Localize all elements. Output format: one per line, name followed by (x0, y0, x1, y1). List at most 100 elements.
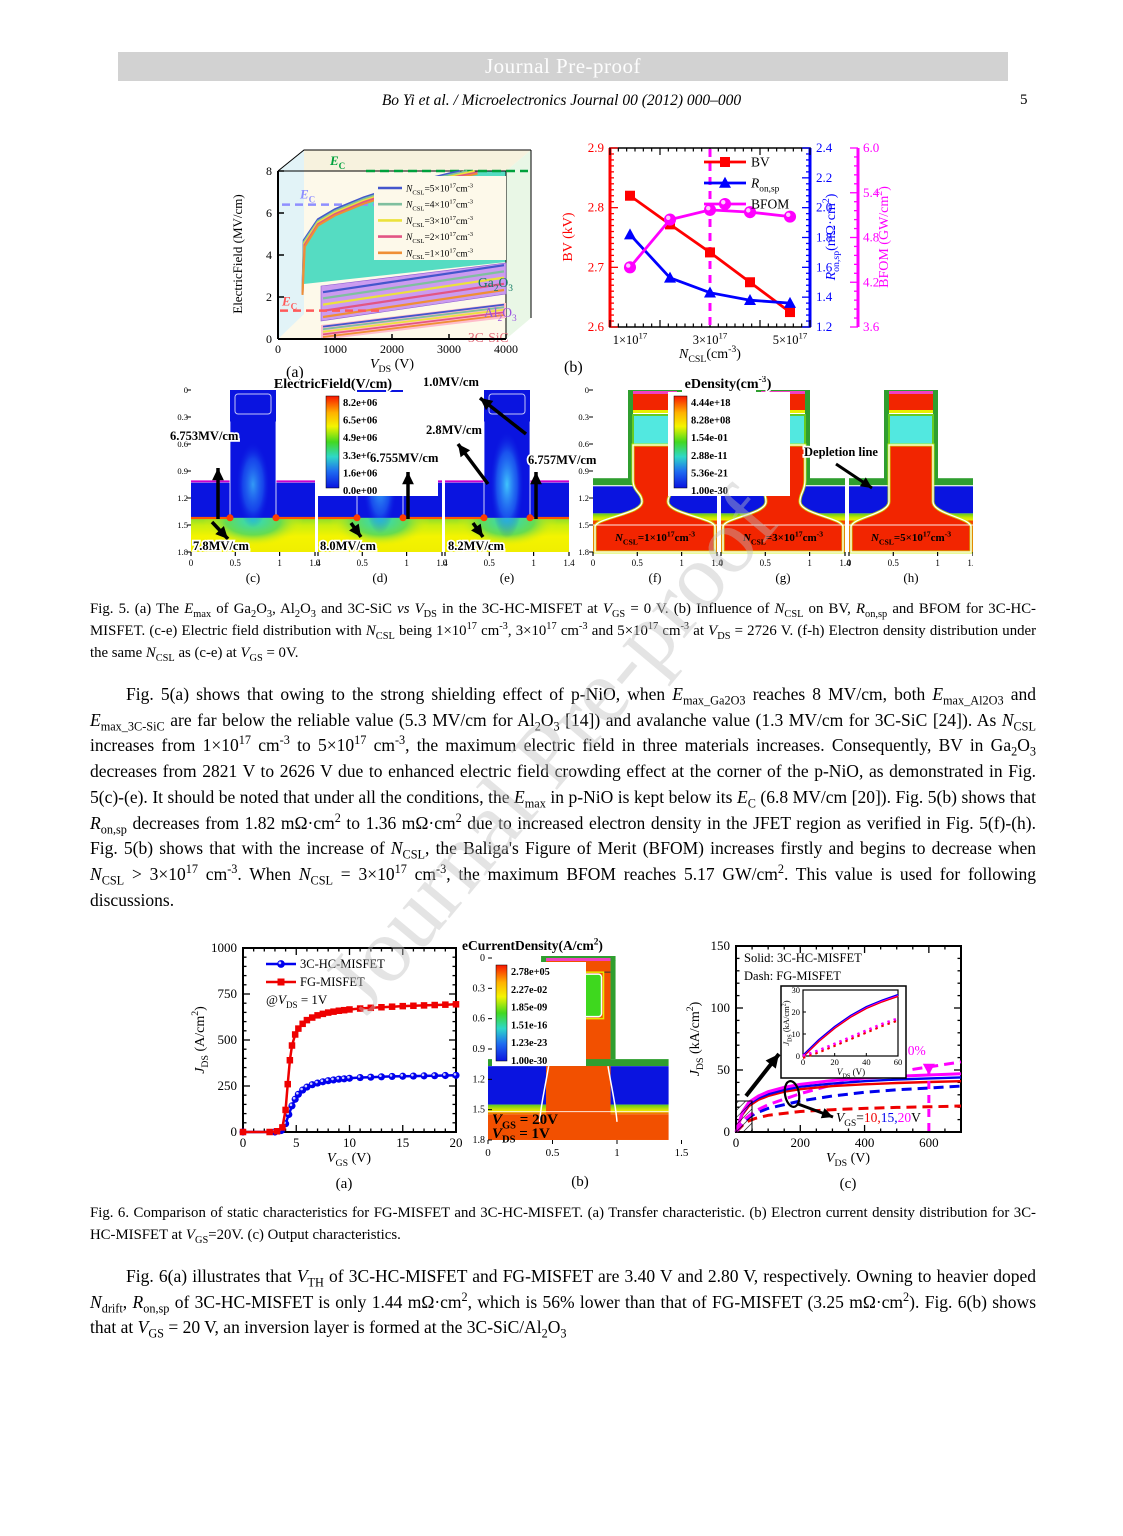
svg-text:1.5: 1.5 (177, 520, 188, 530)
svg-text:(h): (h) (903, 570, 918, 585)
svg-text:1.8: 1.8 (816, 230, 832, 245)
svg-text:2.4: 2.4 (816, 140, 833, 155)
fig5b-bv-ronsp-bfom-chart: 2.6 2.7 2.8 2.9 1.2 1.4 1.6 1.8 2.0 2.2 2.4 1×1017 3… (561, 140, 892, 376)
svg-text:2000: 2000 (380, 342, 404, 356)
svg-text:BV: BV (751, 155, 770, 170)
svg-text:5.36e-21: 5.36e-21 (691, 468, 728, 479)
svg-text:VGS = 20V: VGS = 20V (492, 1112, 558, 1132)
svg-text:JDS (A/cm2): JDS (A/cm2) (190, 1006, 211, 1074)
svg-text:0: 0 (847, 558, 852, 568)
svg-text:0.5: 0.5 (888, 558, 900, 568)
svg-text:6.0: 6.0 (863, 140, 879, 155)
svg-text:20: 20 (792, 1007, 801, 1017)
svg-text:VGS=10,15,20V: VGS=10,15,20V (836, 1110, 921, 1129)
svg-text:0: 0 (231, 1124, 238, 1139)
svg-text:(f): (f) (649, 570, 662, 585)
svg-text:1: 1 (807, 558, 812, 568)
svg-text:8.0MV/cm: 8.0MV/cm (320, 539, 376, 553)
fig5-caption: Fig. 5. (a) The Emax of Ga2O3, Al2O3 and… (90, 601, 1036, 665)
svg-text:VDS (V): VDS (V) (370, 357, 414, 375)
svg-text:(c): (c) (246, 570, 260, 585)
svg-text:NCSL=1×1017cm-3: NCSL=1×1017cm-3 (405, 247, 474, 261)
svg-text:1: 1 (679, 558, 684, 568)
fig5a-emax-vs-vds-chart: EC EC EC NCSL=5×1017cm-3 NCSL=4×1017cm-3 NCSL… (230, 149, 532, 381)
svg-text:2.0: 2.0 (816, 200, 832, 215)
svg-text:150: 150 (711, 938, 731, 953)
svg-text:4.9e+06: 4.9e+06 (343, 433, 377, 444)
svg-text:0.5: 0.5 (484, 558, 496, 568)
svg-text:EC: EC (329, 153, 345, 171)
svg-text:1.4: 1.4 (309, 558, 321, 568)
svg-text:0: 0 (275, 342, 281, 356)
svg-text:NCSL=3×1017cm-3: NCSL=3×1017cm-3 (405, 215, 474, 229)
svg-text:4.8: 4.8 (863, 230, 879, 245)
svg-text:@VDS = 1V: @VDS = 1V (266, 992, 328, 1010)
svg-text:3C-SiC: 3C-SiC (468, 330, 509, 345)
svg-text:0.5: 0.5 (357, 558, 369, 568)
svg-text:Depletion line: Depletion line (804, 445, 878, 459)
svg-text:6.5e+06: 6.5e+06 (343, 416, 377, 427)
svg-text:0: 0 (480, 953, 485, 964)
svg-text:2.27e-02: 2.27e-02 (511, 985, 547, 996)
svg-text:0: 0 (719, 558, 724, 568)
svg-text:ElectricField(V/cm): ElectricField(V/cm) (274, 377, 393, 392)
svg-text:0.5: 0.5 (632, 558, 644, 568)
svg-text:0: 0 (184, 385, 188, 395)
fig6b-current-density-panel: 2.78e+05 2.27e-02 1.85e-09 1.51e-16 1.23e-23… (462, 937, 689, 1190)
svg-text:0: 0 (189, 558, 194, 568)
svg-text:1: 1 (277, 558, 282, 568)
svg-text:EC: EC (281, 294, 297, 312)
svg-text:Ga2O3: Ga2O3 (478, 275, 513, 294)
svg-text:6: 6 (266, 206, 272, 220)
svg-text:0.6: 0.6 (473, 1014, 486, 1025)
svg-text:(b): (b) (564, 359, 583, 376)
svg-text:(a): (a) (336, 1176, 353, 1192)
svg-text:0: 0 (240, 1135, 247, 1150)
svg-text:1: 1 (935, 558, 940, 568)
svg-text:ElectricField (MV/cm): ElectricField (MV/cm) (230, 194, 245, 314)
svg-text:NCSL=2×1017cm-3: NCSL=2×1017cm-3 (405, 231, 474, 245)
svg-text:Al2O3: Al2O3 (484, 305, 517, 324)
svg-text:8.2MV/cm: 8.2MV/cm (448, 539, 504, 553)
svg-text:0: 0 (591, 558, 596, 568)
svg-text:1.2: 1.2 (578, 493, 589, 503)
svg-text:BFOM: BFOM (751, 197, 789, 212)
svg-text:JDS (kA/cm2): JDS (kA/cm2) (781, 1000, 794, 1045)
journal-preproof-banner: Journal Pre-proof (118, 52, 1008, 81)
svg-text:VDS (V): VDS (V) (826, 1151, 870, 1169)
svg-text:0: 0 (801, 1057, 805, 1067)
svg-text:5.4: 5.4 (863, 185, 880, 200)
fig6-caption: Fig. 6. Comparison of static characteris… (90, 1205, 1036, 1247)
svg-text:1.85e-09: 1.85e-09 (511, 1003, 547, 1014)
svg-text:1: 1 (614, 1147, 620, 1159)
svg-text:3C-HC-MISFET: 3C-HC-MISFET (300, 957, 385, 971)
svg-text:1.4: 1.4 (436, 558, 448, 568)
svg-text:0.3: 0.3 (578, 412, 589, 422)
svg-text:0: 0 (733, 1135, 740, 1150)
svg-text:6.755MV/cm: 6.755MV/cm (370, 451, 439, 465)
svg-text:(b): (b) (571, 1174, 589, 1190)
svg-text:3.6: 3.6 (863, 319, 880, 334)
svg-text:250: 250 (218, 1078, 238, 1093)
svg-text:1.5: 1.5 (473, 1105, 486, 1116)
svg-text:1.00e-30: 1.00e-30 (511, 1056, 547, 1067)
paragraph-2: Fig. 6(a) illustrates that VTH of 3C-HC-… (90, 1266, 1037, 1341)
svg-text:2.8: 2.8 (588, 200, 604, 215)
svg-text:100: 100 (711, 1000, 731, 1015)
svg-text:0.9: 0.9 (177, 466, 188, 476)
svg-text:1.6e+06: 1.6e+06 (343, 468, 377, 479)
svg-text:1×1017: 1×1017 (613, 331, 648, 347)
svg-text:3×1017: 3×1017 (693, 331, 728, 347)
svg-text:15: 15 (396, 1135, 409, 1150)
svg-text:40: 40 (862, 1057, 871, 1067)
svg-text:NCSL=4×1017cm-3: NCSL=4×1017cm-3 (405, 199, 474, 213)
svg-text:8.2e+06: 8.2e+06 (343, 398, 377, 409)
svg-text:0.0e+00: 0.0e+00 (343, 486, 377, 497)
svg-text:1.4: 1.4 (816, 289, 833, 304)
svg-text:VDS (V): VDS (V) (837, 1067, 865, 1080)
svg-text:Ron,sp: Ron,sp (750, 176, 780, 195)
svg-text:BV (kV): BV (kV) (561, 212, 576, 261)
svg-text:1.2: 1.2 (816, 319, 832, 334)
